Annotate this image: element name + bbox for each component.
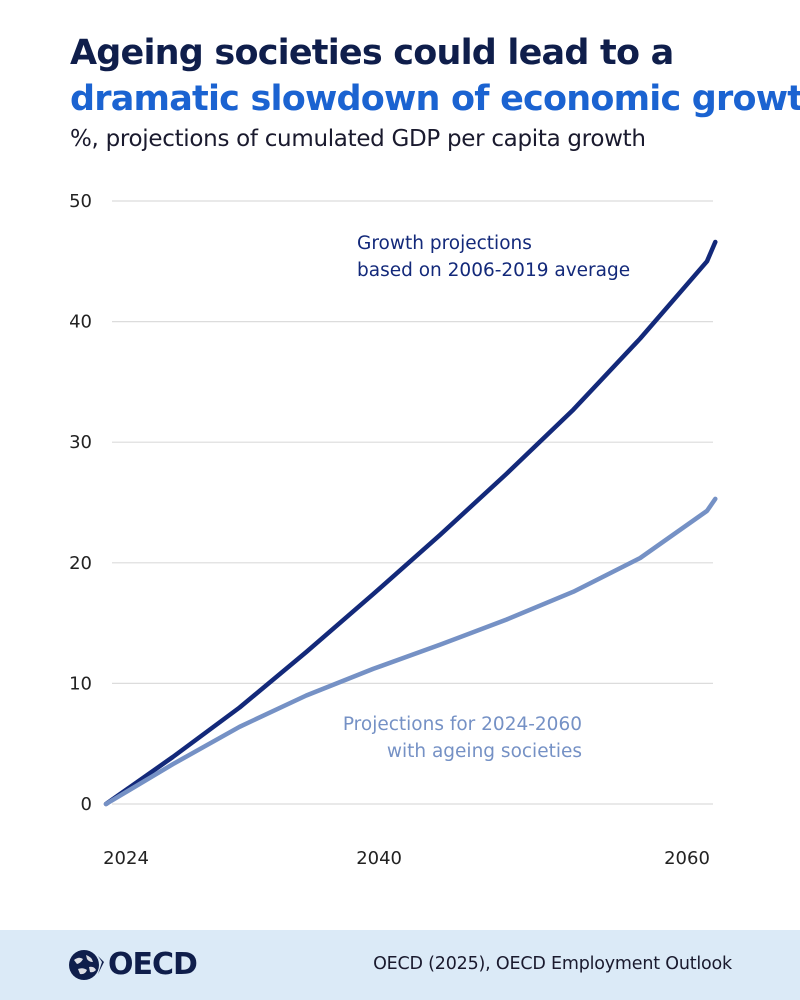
gridlines [112, 200, 713, 805]
x-tick-2060: 2060 [664, 848, 710, 869]
y-tick-20: 20 [69, 553, 92, 574]
oecd-logo-text: OECD [108, 947, 198, 982]
series-label-2: Projections for 2024-2060 with ageing soc… [343, 714, 582, 762]
series-line-2 [103, 496, 718, 807]
footer: OECD OECD (2025), OECD Employment Outloo… [0, 930, 800, 1000]
series-line-1 [103, 239, 718, 807]
series-label-2-line-1: Projections for 2024-2060 [343, 714, 582, 735]
chart-subtitle: %, projections of cumulated GDP per capi… [70, 126, 646, 152]
source-note: OECD (2025), OECD Employment Outlook [373, 954, 732, 974]
line-chart: 0 10 20 30 40 50 2024 2040 2060 Growth projecti… [69, 191, 718, 869]
y-tick-30: 30 [69, 432, 92, 453]
y-tick-40: 40 [69, 312, 92, 333]
oecd-globe-icon [69, 950, 104, 980]
chart-title: Ageing societies could lead to a dramati… [70, 30, 800, 122]
series-label-2-line-2: with ageing societies [387, 741, 582, 762]
oecd-logo: OECD [68, 948, 198, 982]
series-label-1-line-2: based on 2006-2019 average [357, 260, 630, 281]
x-tick-2040: 2040 [356, 848, 402, 869]
x-tick-2024: 2024 [103, 848, 149, 869]
x-axis: 2024 2040 2060 [103, 848, 710, 869]
series-lines [103, 239, 718, 807]
title-line-2: dramatic slowdown of economic growth [70, 79, 800, 119]
series-label-1-line-1: Growth projections [357, 233, 532, 254]
y-tick-10: 10 [69, 673, 92, 694]
y-tick-0: 0 [81, 794, 92, 815]
series-label-1: Growth projections based on 2006-2019 ave… [357, 233, 630, 281]
series-annotations: Growth projections based on 2006-2019 ave… [343, 233, 630, 762]
title-line-1: Ageing societies could lead to a [70, 33, 674, 73]
y-tick-50: 50 [69, 191, 92, 212]
y-axis: 0 10 20 30 40 50 [69, 191, 92, 815]
